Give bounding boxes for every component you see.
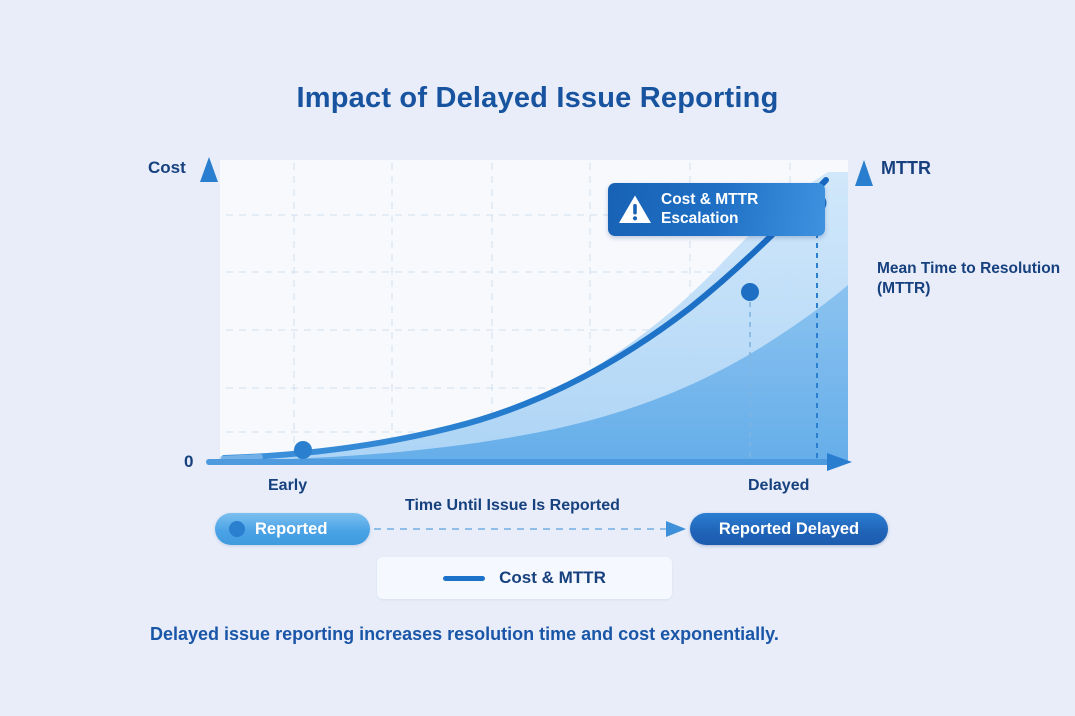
pill-delayed-label: Reported Delayed — [718, 519, 860, 538]
warning-triangle-icon — [619, 195, 651, 223]
flow-arrow-label: Time Until Issue Is Reported — [405, 497, 620, 514]
callout-line-1: Cost & MTTR — [661, 191, 759, 209]
data-point-early[interactable] — [294, 441, 312, 459]
callout-line-2: Escalation — [661, 209, 739, 227]
y-axis-left — [200, 157, 218, 465]
pill-dot-icon — [229, 521, 245, 537]
y-axis-right-label: MTTR — [881, 158, 931, 178]
y-axis-right — [855, 160, 873, 468]
data-point-mid[interactable] — [741, 283, 759, 301]
y-axis-left-label: Cost — [148, 158, 186, 177]
x-axis — [206, 453, 852, 471]
chart-legend[interactable]: Cost & MTTR — [377, 557, 672, 599]
pill-reported-label: Reported — [255, 519, 328, 538]
chart-caption: Delayed issue reporting increases resolu… — [150, 624, 779, 644]
pill-reported-delayed[interactable]: Reported Delayed — [690, 513, 888, 545]
area-fill-dark — [220, 285, 848, 461]
mttr-description: Mean Time to Resolution (MTTR) — [877, 260, 1061, 298]
x-tick-early: Early — [268, 477, 308, 494]
legend-series-label: Cost & MTTR — [499, 568, 606, 587]
legend-line-swatch — [443, 575, 486, 581]
flow-connector — [374, 521, 686, 537]
series-line-tail — [219, 454, 263, 462]
pill-reported[interactable]: Reported — [215, 513, 370, 545]
callout-text: Cost & MTTR Escalation — [661, 191, 758, 228]
escalation-callout[interactable]: Cost & MTTR Escalation — [608, 183, 825, 236]
x-tick-delayed: Delayed — [748, 477, 810, 494]
page-title: Impact of Delayed Issue Reporting — [296, 82, 779, 114]
y-axis-zero-tick: 0 — [184, 452, 194, 471]
series-line-cost-mttr — [221, 177, 829, 461]
